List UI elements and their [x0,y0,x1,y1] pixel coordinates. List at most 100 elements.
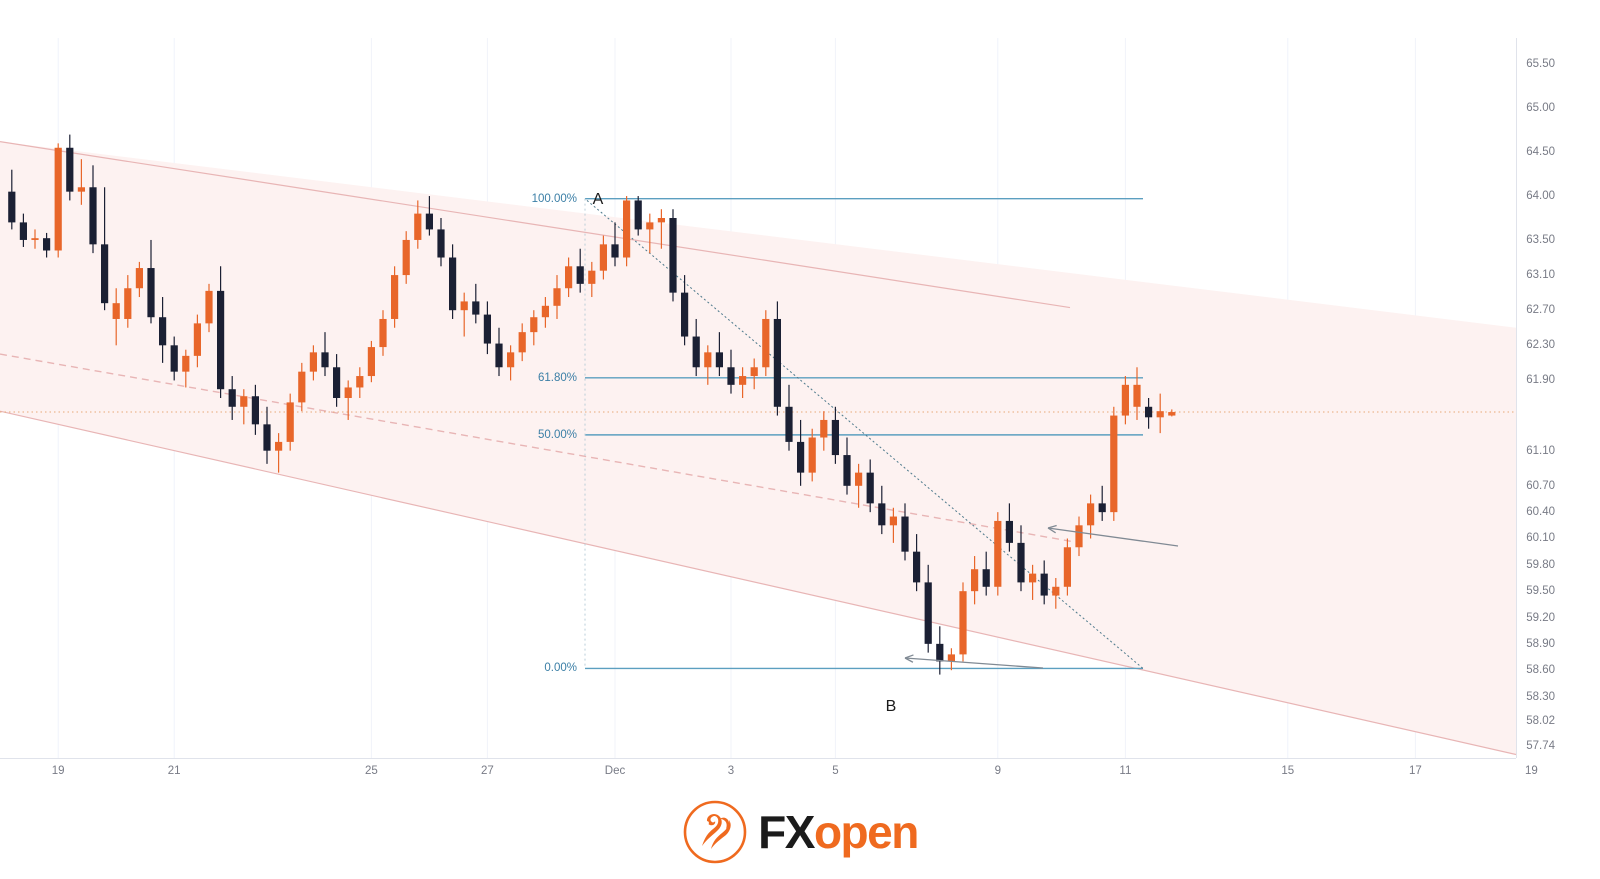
candle-body [321,352,329,368]
candle-body [182,355,190,372]
candle-body [750,367,758,377]
fib-level-label: 50.00% [537,428,577,441]
candle-body [77,187,85,192]
time-tick: 19 [1524,765,1538,777]
candlestick [263,406,271,464]
candle-body [356,376,364,388]
candlestick [298,362,306,412]
time-tick: 15 [1281,765,1295,777]
fxopen-wordmark: FXopen [758,809,919,855]
candlestick [1040,560,1048,605]
candlestick [657,209,665,249]
candle-body [112,303,120,319]
candlestick [565,257,573,298]
candlestick [1145,398,1153,429]
candle-body [147,268,155,318]
candlestick [936,626,944,675]
candlestick [507,345,515,381]
candle-body [205,290,213,324]
candlestick [1098,485,1106,521]
candle-body [1063,547,1071,587]
candlestick [982,551,990,596]
candlestick [541,297,549,328]
candle-body [483,314,491,344]
candlestick [889,507,897,543]
candle-body [170,345,178,372]
candlestick [367,340,375,383]
price-tick: 59.20 [1526,611,1555,624]
candlestick [425,196,433,236]
candlestick [634,196,642,236]
channel-upper-line [0,141,1071,309]
candlestick [924,564,932,653]
candle-body [251,396,259,425]
candle-body [1110,415,1118,513]
candle-body [553,288,561,306]
point-a-label: A [592,190,604,208]
candlestick [402,231,410,284]
price-scale[interactable]: USD 65.5065.0064.5064.0063.5063.1062.706… [1516,38,1600,758]
annotation-arrow-lower [904,657,1044,669]
candle-body [344,387,352,398]
candlestick [1156,393,1164,434]
candlestick [820,411,828,451]
candlestick [472,283,480,324]
candlestick [8,169,16,230]
candlestick [391,266,399,328]
candlestick [43,232,51,258]
candlestick [217,266,225,398]
candlestick [414,200,422,249]
time-tick: Dec [604,765,626,777]
time-scale[interactable]: 19212527Dec3591115171923252920265 [0,758,1538,785]
candlestick [785,384,793,451]
candle-body [507,352,515,368]
candlestick [530,310,538,346]
candle-body [275,441,283,451]
candle-body [889,516,897,526]
candle-body [971,569,979,592]
candlestick [31,229,39,249]
candle-body [681,292,689,337]
candle-body [437,229,445,258]
candle-body [982,569,990,587]
price-tick: 61.10 [1526,444,1555,457]
candlestick [240,389,248,425]
price-tick: 60.70 [1526,479,1555,492]
candlestick [483,301,491,355]
candlestick [913,534,921,592]
price-tick: 61.90 [1526,374,1555,387]
candle-body [959,591,967,655]
candle-body [704,352,712,368]
price-tick: 64.00 [1526,190,1555,203]
candlestick [159,297,167,363]
point-b-label: B [885,698,897,716]
candlestick [251,384,259,435]
candle-body [1133,384,1141,407]
price-tick: 59.50 [1526,585,1555,598]
candle-body [878,503,886,526]
price-tick: 58.90 [1526,637,1555,650]
candlestick [866,459,874,513]
candle-body [1005,520,1013,543]
plot-area[interactable]: 100.00% 61.80% 50.00% 0.00% A B [0,38,1516,758]
candlestick [449,244,457,319]
candlestick [646,213,654,254]
candlestick [599,235,607,280]
candle-body [924,582,932,644]
fib-level-label: 100.00% [531,192,577,205]
candlestick [1110,406,1118,521]
candle-body [333,367,341,398]
candlestick [1121,376,1129,425]
candle-body [843,455,851,486]
candle-body [1145,406,1153,418]
candlestick [460,292,468,337]
price-tick: 59.80 [1526,558,1555,571]
candlestick [1168,409,1176,417]
price-tick: 58.60 [1526,664,1555,677]
time-tick: 21 [167,765,181,777]
candle-body [263,424,271,451]
candlestick [843,437,851,495]
candle-body [820,419,828,438]
candlestick [19,213,27,247]
candle-body [124,288,132,319]
